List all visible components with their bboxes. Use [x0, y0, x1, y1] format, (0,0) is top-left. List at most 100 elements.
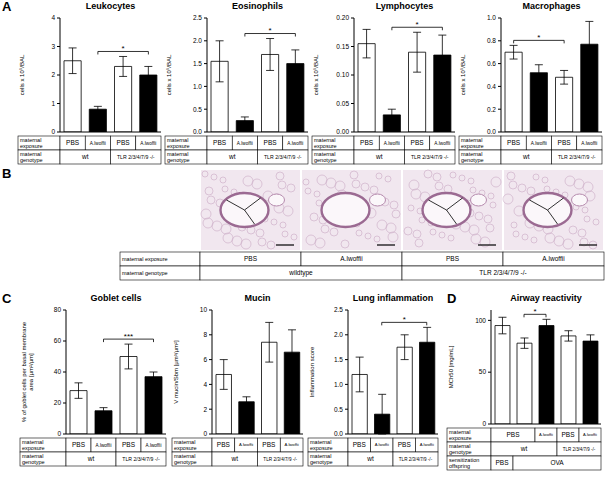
svg-text:A.lwoffii: A.lwoffii	[581, 141, 597, 146]
svg-text:wt: wt	[522, 153, 530, 160]
svg-text:A.lwoffii: A.lwoffii	[146, 443, 162, 448]
svg-text:TLR 2/3/4/7/9 -/-: TLR 2/3/4/7/9 -/-	[563, 447, 596, 452]
svg-text:80: 80	[54, 306, 62, 313]
svg-text:OVA: OVA	[550, 459, 564, 466]
svg-text:A.lwoffii: A.lwoffii	[434, 141, 450, 146]
svg-text:maternal exposure: maternal exposure	[122, 256, 168, 262]
svg-text:0.00: 0.00	[336, 128, 349, 135]
svg-text:A.lwoffii: A.lwoffii	[239, 442, 253, 447]
svg-text:B: B	[2, 166, 11, 181]
svg-text:Lymphocytes: Lymphocytes	[376, 1, 434, 11]
svg-text:TLR 2/3/4/7/9 -/-: TLR 2/3/4/7/9 -/-	[558, 154, 596, 160]
svg-text:0: 0	[57, 430, 61, 437]
svg-text:maternalgenotype: maternalgenotype	[22, 453, 45, 465]
svg-text:PBS: PBS	[561, 431, 575, 438]
svg-text:cells x 10⁵/BAL: cells x 10⁵/BAL	[19, 54, 25, 95]
svg-text:TLR 2/3/4/7/9 -/-: TLR 2/3/4/7/9 -/-	[411, 154, 449, 160]
svg-text:maternalexposure: maternalexposure	[314, 137, 337, 149]
svg-text:0: 0	[482, 420, 486, 427]
svg-text:Inflammation score: Inflammation score	[309, 346, 315, 397]
svg-text:*: *	[416, 20, 419, 29]
svg-text:40: 40	[54, 368, 62, 375]
svg-text:maternal genotype: maternal genotype	[122, 270, 168, 276]
svg-text:PBS: PBS	[262, 441, 276, 448]
svg-text:2.0: 2.0	[193, 37, 202, 44]
svg-text:PBS: PBS	[217, 441, 231, 448]
svg-text:TLR 2/3/4/7/9 -/-: TLR 2/3/4/7/9 -/-	[399, 457, 433, 462]
svg-text:A.lwoffii: A.lwoffii	[96, 443, 112, 448]
svg-text:PBS: PBS	[264, 139, 278, 146]
svg-text:PBS: PBS	[66, 139, 80, 146]
svg-text:50: 50	[479, 368, 487, 375]
svg-text:wt: wt	[520, 445, 528, 452]
svg-text:Airway reactivity: Airway reactivity	[510, 293, 582, 303]
svg-text:3: 3	[51, 43, 55, 50]
svg-text:A.lwoffii: A.lwoffii	[287, 141, 303, 146]
svg-text:A.lwoffii: A.lwoffii	[340, 255, 362, 262]
svg-text:maternalexposure: maternalexposure	[174, 439, 197, 451]
svg-text:A.lwoffii: A.lwoffii	[542, 255, 564, 262]
svg-text:wt: wt	[228, 153, 236, 160]
svg-text:cells x 10⁵/BAL: cells x 10⁵/BAL	[313, 54, 319, 95]
svg-text:TLR 2/3/4/7/9 -/-: TLR 2/3/4/7/9 -/-	[263, 457, 297, 462]
svg-text:MCh50 [mg/mL]: MCh50 [mg/mL]	[448, 345, 454, 388]
svg-text:0.8: 0.8	[487, 37, 496, 44]
svg-text:A: A	[2, 0, 12, 14]
svg-text:D: D	[447, 291, 456, 306]
svg-text:PBS: PBS	[507, 139, 521, 146]
svg-text:20: 20	[54, 399, 62, 406]
svg-text:1.0: 1.0	[193, 83, 202, 90]
svg-text:4: 4	[51, 14, 55, 21]
svg-text:0.0: 0.0	[193, 128, 202, 135]
svg-text:wt: wt	[375, 153, 383, 160]
svg-text:TLR 2/3/4/7/9 -/-: TLR 2/3/4/7/9 -/-	[122, 456, 160, 462]
svg-text:60: 60	[54, 337, 62, 344]
svg-text:cells x 10⁵/BAL: cells x 10⁵/BAL	[166, 54, 172, 95]
svg-text:C: C	[2, 291, 12, 306]
svg-text:TLR 2/3/4/7/9 -/-: TLR 2/3/4/7/9 -/-	[479, 269, 526, 276]
svg-text:1.5: 1.5	[334, 356, 343, 363]
svg-text:0.05: 0.05	[336, 100, 349, 107]
svg-text:A.lwoffii: A.lwoffii	[420, 442, 434, 447]
svg-text:100: 100	[475, 317, 486, 324]
svg-text:*: *	[533, 307, 536, 316]
svg-text:PBS: PBS	[360, 139, 374, 146]
svg-text:2: 2	[203, 406, 207, 413]
svg-text:cells x 10⁵/BAL: cells x 10⁵/BAL	[460, 54, 466, 95]
svg-text:TLR 2/3/4/7/9 -/-: TLR 2/3/4/7/9 -/-	[264, 154, 302, 160]
svg-text:0.4: 0.4	[487, 83, 496, 90]
svg-text:0.20: 0.20	[336, 14, 349, 21]
svg-text:maternalexposure: maternalexposure	[167, 137, 190, 149]
svg-text:maternalgenotype: maternalgenotype	[310, 453, 333, 465]
svg-text:PBS: PBS	[213, 139, 227, 146]
svg-text:A.lwoffii: A.lwoffii	[237, 141, 253, 146]
svg-text:Macrophages: Macrophages	[522, 1, 580, 11]
svg-text:area [µm²/µm]: area [µm²/µm]	[28, 353, 34, 391]
svg-text:wt: wt	[366, 455, 374, 462]
svg-text:A.lwoffii: A.lwoffii	[284, 442, 298, 447]
svg-text:PBS: PBS	[495, 459, 509, 466]
svg-text:PBS: PBS	[398, 441, 412, 448]
svg-text:PBS: PBS	[411, 139, 425, 146]
svg-text:2: 2	[51, 71, 55, 78]
svg-text:sensitizationoffspring: sensitizationoffspring	[449, 457, 479, 469]
svg-text:A.lwoffii: A.lwoffii	[531, 141, 547, 146]
svg-text:A.lwoffii: A.lwoffii	[539, 432, 553, 437]
svg-text:0.6: 0.6	[487, 60, 496, 67]
svg-text:*: *	[537, 33, 540, 42]
svg-text:10: 10	[200, 306, 208, 313]
svg-text:maternalexposure: maternalexposure	[20, 137, 43, 149]
svg-text:maternalgenotype: maternalgenotype	[314, 151, 337, 163]
svg-text:1.0: 1.0	[334, 381, 343, 388]
svg-text:0.15: 0.15	[336, 43, 349, 50]
svg-text:0: 0	[203, 430, 207, 437]
svg-text:0.5: 0.5	[193, 106, 202, 113]
svg-text:maternalexposure: maternalexposure	[461, 137, 484, 149]
svg-text:0.0: 0.0	[487, 128, 496, 135]
svg-text:maternalgenotype: maternalgenotype	[461, 151, 484, 163]
svg-text:Goblet cells: Goblet cells	[90, 293, 141, 303]
svg-text:1: 1	[51, 100, 55, 107]
svg-text:Eosinophils: Eosinophils	[232, 1, 283, 11]
svg-text:2.5: 2.5	[334, 306, 343, 313]
svg-text:PBS: PBS	[117, 139, 131, 146]
